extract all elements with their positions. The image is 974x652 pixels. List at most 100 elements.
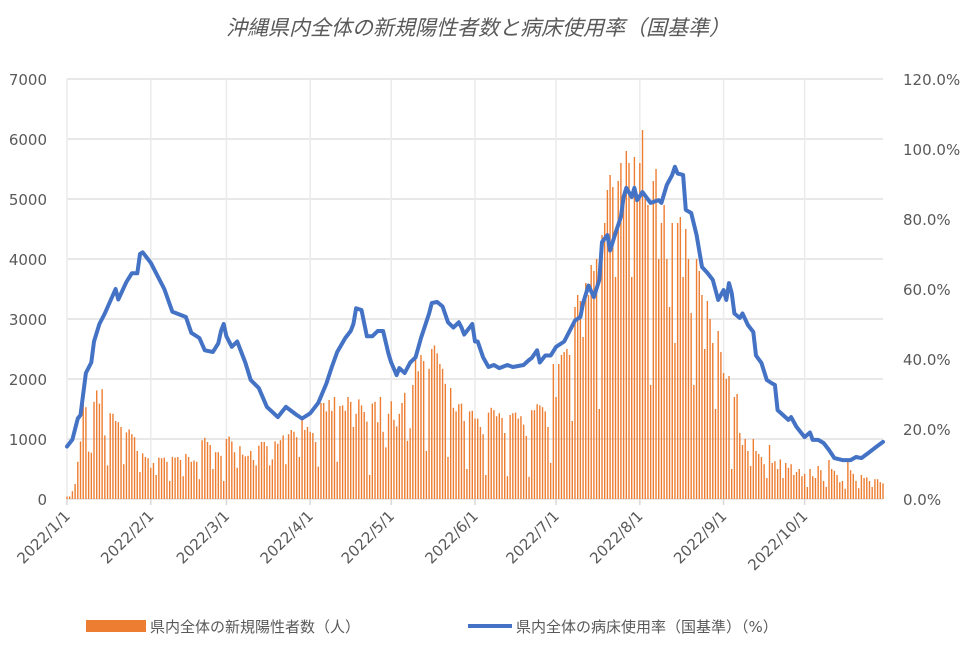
bar <box>698 271 700 499</box>
bar <box>482 434 484 499</box>
bar <box>474 418 476 499</box>
bar <box>839 482 841 499</box>
x-tick-label: 2022/2/1 <box>97 507 157 567</box>
bar <box>828 460 830 499</box>
bar <box>285 464 287 499</box>
y-left-tick-label: 2000 <box>9 371 47 389</box>
x-tick-label: 2022/7/1 <box>503 507 563 567</box>
bar <box>666 259 668 499</box>
bar <box>471 410 473 499</box>
y-left-tick-label: 3000 <box>9 311 47 329</box>
bar <box>855 481 857 499</box>
bar <box>125 432 128 499</box>
bar <box>866 477 868 499</box>
bar <box>193 460 195 499</box>
bar <box>477 418 479 499</box>
bar <box>636 199 638 499</box>
bar <box>152 463 155 499</box>
bar <box>763 464 765 499</box>
bar <box>571 421 573 499</box>
bar <box>468 411 471 499</box>
bar <box>185 454 187 499</box>
legend-line-label: 県内全体の病床使用率（国基準）（%） <box>516 618 778 636</box>
y-axis-right: 0.0% 20.0% 40.0% 60.0% 80.0% 100.0% 120.0% <box>903 71 960 509</box>
x-tick-label: 2022/10/1 <box>744 507 811 574</box>
bar <box>104 435 106 499</box>
x-tick-label: 2022/6/1 <box>421 507 481 567</box>
bar <box>585 283 587 499</box>
bar <box>871 487 873 499</box>
bar <box>649 385 652 499</box>
bar <box>306 427 309 499</box>
bar <box>822 481 825 499</box>
bar <box>849 470 852 499</box>
bar <box>387 413 390 499</box>
bar <box>587 295 590 499</box>
bar <box>366 421 368 499</box>
bar <box>66 496 68 499</box>
bar <box>547 427 549 499</box>
bar <box>85 407 87 499</box>
bar <box>574 307 576 499</box>
bar <box>752 439 755 499</box>
bar <box>760 457 763 499</box>
bar <box>393 419 395 499</box>
bar <box>198 479 201 499</box>
bar <box>123 464 125 499</box>
bar <box>452 407 455 499</box>
bar <box>504 433 506 499</box>
bar <box>133 437 136 499</box>
bar <box>582 337 584 499</box>
bar <box>506 476 509 499</box>
bar <box>566 349 568 499</box>
bar <box>371 403 374 499</box>
bar <box>593 271 595 499</box>
bar <box>463 421 465 499</box>
bar <box>444 383 446 499</box>
bar <box>847 461 849 499</box>
bar <box>282 435 284 499</box>
bar <box>120 427 122 499</box>
bar <box>766 478 768 499</box>
bar <box>776 469 779 499</box>
bar <box>263 442 265 499</box>
bar <box>166 461 168 499</box>
bar <box>785 463 787 499</box>
bar <box>817 466 819 499</box>
bar <box>803 473 806 499</box>
bar <box>279 440 282 499</box>
bar <box>830 469 833 499</box>
bar <box>533 410 536 499</box>
bar <box>671 223 673 499</box>
bar <box>352 427 355 499</box>
y-left-tick-label: 4000 <box>9 251 47 269</box>
bar <box>271 459 274 499</box>
bar <box>385 447 387 499</box>
bar <box>158 457 160 499</box>
bar <box>730 469 733 499</box>
bar <box>663 205 665 499</box>
bar <box>331 410 333 499</box>
y-right-tick-label: 0.0% <box>903 491 941 509</box>
bar <box>820 470 822 499</box>
bar <box>322 403 325 499</box>
bar <box>293 431 295 499</box>
bar <box>150 467 152 499</box>
bar <box>155 475 157 499</box>
bar <box>431 349 433 499</box>
bar <box>182 476 184 499</box>
bar <box>852 473 854 499</box>
bar <box>652 181 655 499</box>
bar <box>868 481 871 499</box>
bar <box>433 345 436 499</box>
y-left-tick-label: 5000 <box>9 191 47 209</box>
bar <box>363 412 365 499</box>
bar <box>806 487 809 499</box>
bar <box>676 223 679 499</box>
bar <box>728 376 730 499</box>
bar <box>77 461 79 499</box>
bar <box>406 440 409 499</box>
bar <box>220 455 222 499</box>
bar <box>536 404 538 499</box>
